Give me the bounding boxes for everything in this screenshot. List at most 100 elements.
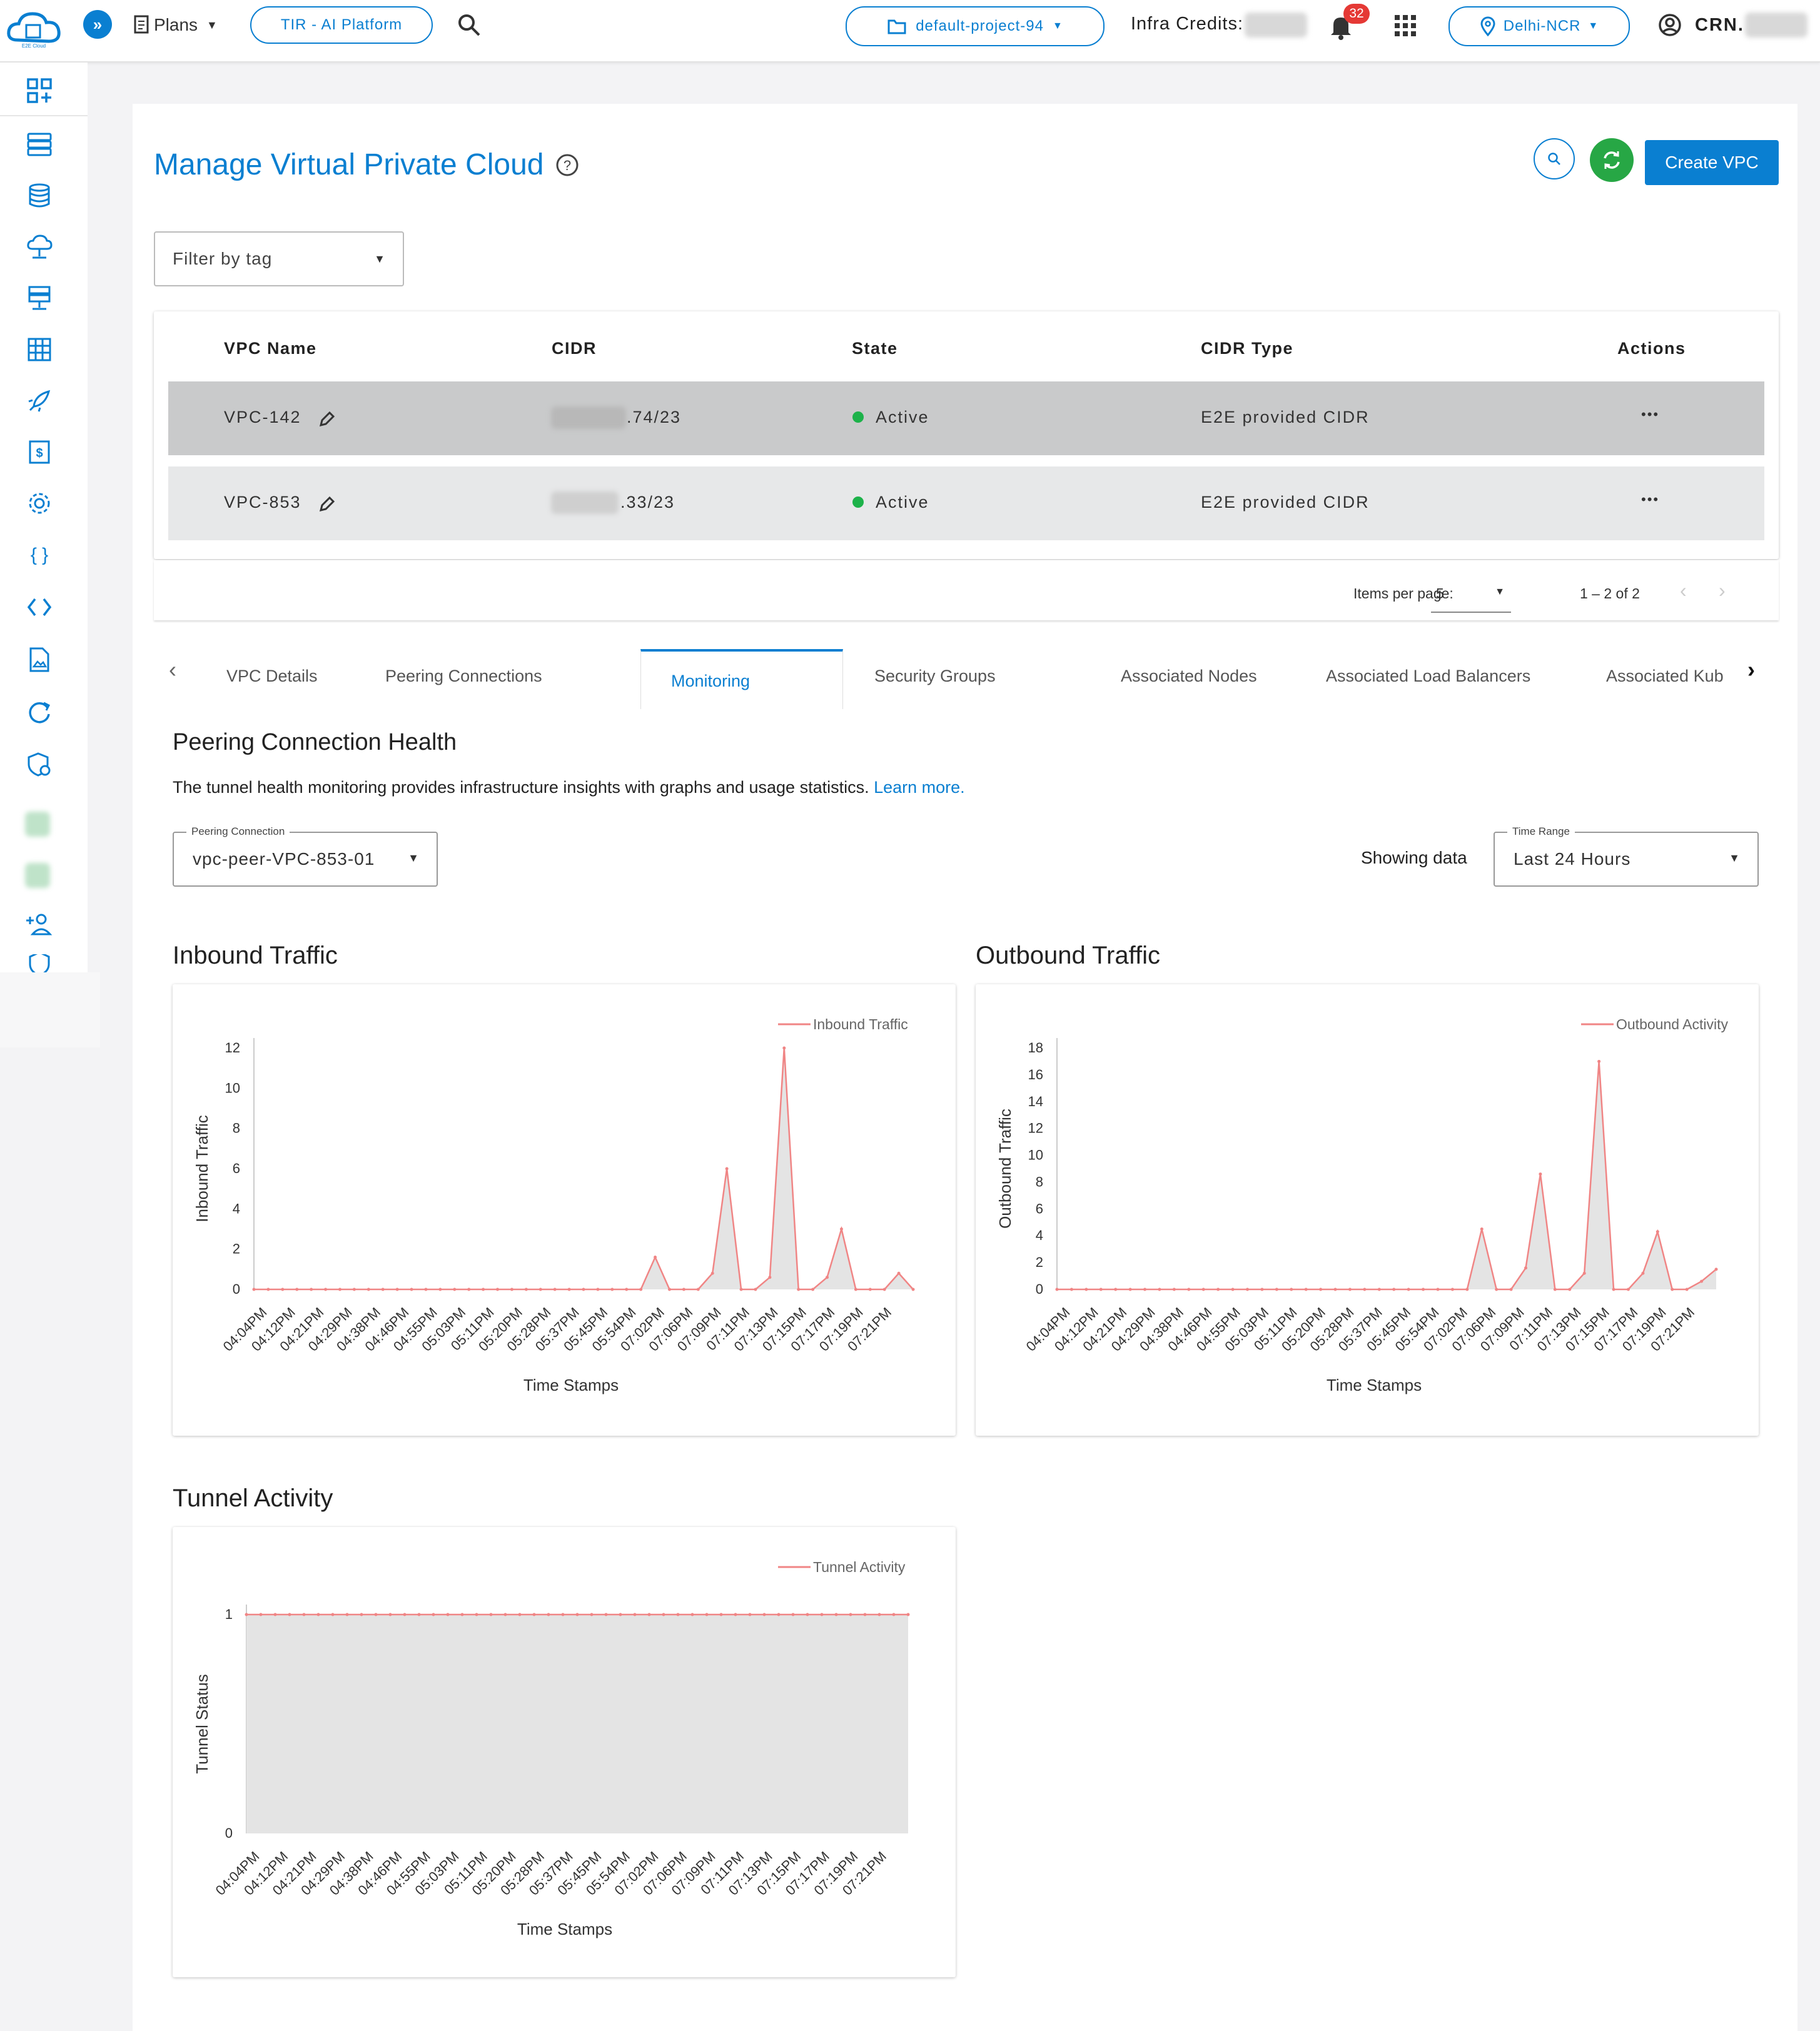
- filter-by-tag-select[interactable]: Filter by tag ▼: [154, 231, 404, 286]
- project-selector[interactable]: default-project-94 ▼: [846, 6, 1105, 46]
- gear-icon[interactable]: [24, 488, 55, 519]
- data-point: [288, 1613, 291, 1616]
- y-tick-label: 0: [233, 1281, 240, 1297]
- file-image-icon[interactable]: [24, 644, 55, 675]
- data-point: [839, 1227, 843, 1231]
- chat-refresh-icon[interactable]: [24, 697, 55, 728]
- platform-button[interactable]: TIR - AI Platform: [250, 6, 433, 44]
- api-braces-icon[interactable]: { }: [24, 539, 55, 570]
- rocket-icon[interactable]: [24, 385, 55, 416]
- data-point: [1626, 1288, 1630, 1291]
- region-selector[interactable]: Delhi-NCR ▼: [1448, 6, 1630, 46]
- infra-credits-label: Infra Credits:: [1131, 14, 1243, 34]
- paginator: Items per page: 5 ▼ 1 – 2 of 2 ‹ ›: [154, 560, 1779, 620]
- data-point: [1480, 1227, 1484, 1231]
- billing-icon[interactable]: $: [24, 436, 55, 468]
- shield-settings-icon[interactable]: [24, 749, 55, 780]
- data-point: [1450, 1288, 1454, 1291]
- database-icon[interactable]: [24, 180, 55, 211]
- y-tick-label: 10: [225, 1080, 240, 1096]
- create-vpc-button[interactable]: Create VPC: [1645, 140, 1779, 185]
- data-point: [538, 1288, 542, 1291]
- tab-vpc-details[interactable]: VPC Details: [226, 667, 318, 685]
- caret-down-icon: ▼: [1729, 852, 1740, 864]
- tab-monitoring[interactable]: Monitoring: [640, 649, 843, 709]
- logo[interactable]: E2E Cloud: [5, 9, 63, 50]
- table-row[interactable]: VPC-853 .33/23 Active E2E provided CIDR …: [168, 466, 1764, 540]
- data-point: [446, 1613, 450, 1616]
- expand-sidebar-button[interactable]: »: [83, 10, 112, 39]
- data-point: [1656, 1230, 1659, 1234]
- data-point: [1495, 1288, 1499, 1291]
- notifications-button[interactable]: [1328, 13, 1358, 43]
- cloud-network-icon[interactable]: [24, 231, 55, 263]
- items-per-page-select[interactable]: 5 ▼: [1431, 573, 1511, 613]
- edit-icon[interactable]: [316, 494, 337, 515]
- data-point: [1363, 1288, 1367, 1291]
- vpc-name: VPC-853: [224, 493, 301, 512]
- more-actions-button[interactable]: •••: [1641, 406, 1660, 422]
- data-point: [482, 1288, 485, 1291]
- tab-peering-connections[interactable]: Peering Connections: [385, 667, 542, 685]
- add-user-icon[interactable]: [24, 909, 55, 940]
- data-point: [324, 1288, 328, 1291]
- table-grid-icon[interactable]: [24, 334, 55, 365]
- outbound-traffic-chart-card: 0 2 4 6 8 10 12 14 16 18 04:04PM 04:12PM 04:21PM 04:2…: [976, 984, 1759, 1436]
- data-point: [748, 1613, 752, 1616]
- time-range-select[interactable]: Time Range Last 24 Hours ▼: [1494, 825, 1759, 887]
- tab-associated-nodes[interactable]: Associated Nodes: [1121, 667, 1257, 685]
- data-point: [811, 1288, 815, 1291]
- y-tick-label: 8: [233, 1121, 240, 1136]
- learn-more-link[interactable]: Learn more.: [874, 778, 965, 797]
- search-button[interactable]: [1534, 138, 1575, 179]
- svg-text:$: $: [36, 446, 43, 460]
- server-icon[interactable]: [24, 129, 55, 160]
- notification-badge: 32: [1343, 4, 1370, 24]
- data-point: [710, 1271, 714, 1275]
- series-line: [254, 1047, 914, 1291]
- help-icon[interactable]: ?: [555, 153, 580, 178]
- dashboard-icon[interactable]: [24, 75, 55, 106]
- series-area: [254, 1048, 913, 1289]
- data-point: [547, 1613, 550, 1616]
- table-row[interactable]: VPC-142 .74/23 Active E2E provided CIDR …: [168, 381, 1764, 455]
- y-tick-label: 0: [1036, 1281, 1043, 1297]
- data-point: [1260, 1288, 1264, 1291]
- next-page-icon[interactable]: ›: [1719, 579, 1726, 602]
- peering-connection-select[interactable]: Peering Connection vpc-peer-VPC-853-01 ▼: [173, 825, 438, 887]
- previous-page-icon[interactable]: ‹: [1680, 579, 1687, 602]
- refresh-button[interactable]: [1590, 138, 1634, 182]
- sidebar: $ { }: [0, 63, 88, 973]
- more-actions-button[interactable]: •••: [1641, 491, 1660, 507]
- state: Active: [876, 408, 929, 426]
- folder-icon: [887, 19, 906, 34]
- edit-icon[interactable]: [316, 409, 337, 430]
- search-icon[interactable]: [455, 11, 483, 39]
- tab-associated-load-balancers[interactable]: Associated Load Balancers: [1326, 667, 1531, 685]
- plans-menu[interactable]: Plans ▼: [133, 13, 218, 38]
- cidr-suffix: .33/23: [620, 493, 675, 512]
- data-point: [1114, 1288, 1118, 1291]
- tabs-scroll-left-icon[interactable]: ‹: [169, 657, 176, 682]
- cidr-masked: [551, 406, 626, 429]
- data-point: [1128, 1288, 1132, 1291]
- data-point: [1172, 1288, 1176, 1291]
- data-point: [475, 1613, 478, 1616]
- data-point: [826, 1276, 829, 1279]
- tab-security-groups[interactable]: Security Groups: [874, 667, 996, 685]
- data-point: [654, 1256, 657, 1259]
- data-point: [352, 1288, 356, 1291]
- account-menu[interactable]: CRN.: [1657, 13, 1744, 38]
- health-description: The tunnel health monitoring provides in…: [173, 778, 965, 797]
- storage-icon[interactable]: [24, 283, 55, 314]
- shield-icon[interactable]: [24, 954, 55, 973]
- tabs-scroll-right-icon[interactable]: ›: [1747, 657, 1755, 682]
- code-icon[interactable]: [24, 592, 55, 623]
- data-point: [561, 1613, 565, 1616]
- data-point: [496, 1288, 500, 1291]
- x-axis-title: Time Stamps: [517, 1920, 612, 1938]
- tab-associated-kubernetes[interactable]: Associated Kub: [1606, 667, 1734, 686]
- data-point: [245, 1613, 248, 1616]
- data-point: [503, 1613, 507, 1616]
- apps-grid-icon[interactable]: [1393, 14, 1417, 38]
